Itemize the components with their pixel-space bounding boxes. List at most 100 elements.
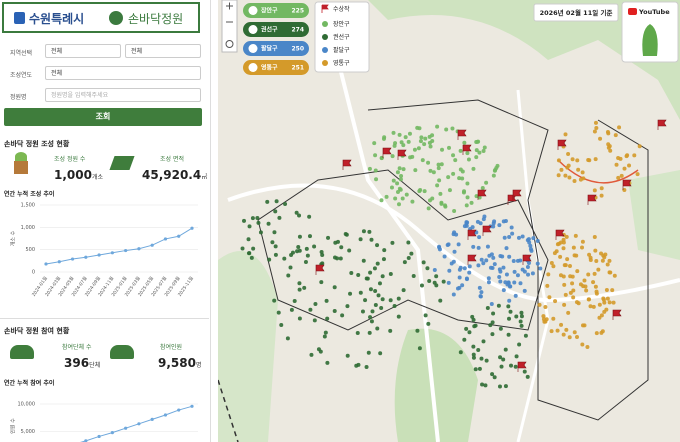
garden-dot[interactable] [498, 253, 503, 258]
garden-dot[interactable] [391, 130, 396, 135]
garden-dot[interactable] [423, 313, 428, 318]
garden-dot[interactable] [378, 351, 383, 356]
garden-dot[interactable] [372, 141, 377, 146]
garden-dot[interactable] [498, 279, 503, 284]
garden-dot[interactable] [465, 181, 470, 186]
garden-dot[interactable] [575, 334, 580, 339]
garden-dot[interactable] [273, 252, 278, 257]
garden-dot[interactable] [522, 288, 527, 293]
garden-dot[interactable] [543, 305, 548, 310]
garden-dot[interactable] [478, 221, 483, 226]
garden-dot[interactable] [462, 337, 467, 342]
garden-dot[interactable] [480, 186, 485, 191]
garden-dot[interactable] [616, 155, 621, 160]
garden-dot[interactable] [612, 273, 617, 278]
garden-dot[interactable] [335, 256, 340, 261]
name-input[interactable]: 정원명을 입력해주세요 [45, 88, 201, 102]
garden-dot[interactable] [563, 132, 568, 137]
garden-dot[interactable] [485, 305, 490, 310]
award-flag[interactable] [507, 194, 517, 205]
garden-dot[interactable] [369, 319, 374, 324]
award-flag[interactable] [555, 229, 565, 240]
garden-dot[interactable] [474, 140, 479, 145]
garden-dot[interactable] [516, 235, 521, 240]
garden-dot[interactable] [421, 260, 426, 265]
garden-dot[interactable] [617, 125, 622, 130]
garden-dot[interactable] [571, 245, 576, 250]
garden-dot[interactable] [435, 124, 440, 129]
garden-dot[interactable] [417, 346, 422, 351]
garden-dot[interactable] [354, 363, 359, 368]
garden-dot[interactable] [535, 261, 540, 266]
garden-dot[interactable] [375, 261, 380, 266]
garden-dot[interactable] [392, 304, 397, 309]
garden-dot[interactable] [490, 372, 495, 377]
garden-dot[interactable] [242, 218, 247, 223]
garden-dot[interactable] [471, 244, 476, 249]
garden-dot[interactable] [422, 142, 427, 147]
garden-dot[interactable] [368, 270, 373, 275]
garden-dot[interactable] [523, 333, 528, 338]
garden-dot[interactable] [428, 168, 433, 173]
award-flag[interactable] [382, 147, 392, 158]
garden-dot[interactable] [580, 245, 585, 250]
garden-dot[interactable] [312, 244, 317, 249]
garden-dot[interactable] [593, 157, 598, 162]
garden-dot[interactable] [594, 259, 599, 264]
garden-dot[interactable] [447, 188, 452, 193]
garden-dot[interactable] [469, 200, 474, 205]
garden-dot[interactable] [503, 347, 508, 352]
garden-dot[interactable] [578, 177, 583, 182]
garden-dot[interactable] [477, 195, 482, 200]
garden-dot[interactable] [568, 290, 573, 295]
garden-dot[interactable] [607, 270, 612, 275]
garden-dot[interactable] [549, 261, 554, 266]
garden-dot[interactable] [411, 273, 416, 278]
garden-dot[interactable] [573, 233, 578, 238]
garden-dot[interactable] [503, 384, 508, 389]
garden-dot[interactable] [570, 281, 575, 286]
garden-dot[interactable] [592, 271, 597, 276]
garden-dot[interactable] [399, 140, 404, 145]
garden-dot[interactable] [529, 248, 534, 253]
garden-dot[interactable] [558, 240, 563, 245]
garden-dot[interactable] [504, 272, 509, 277]
garden-dot[interactable] [347, 248, 352, 253]
garden-dot[interactable] [373, 168, 378, 173]
garden-dot[interactable] [567, 335, 572, 340]
garden-dot[interactable] [366, 350, 371, 355]
award-flag[interactable] [315, 264, 325, 275]
garden-dot[interactable] [356, 272, 361, 277]
garden-dot[interactable] [495, 163, 500, 168]
garden-dot[interactable] [555, 328, 560, 333]
garden-dot[interactable] [390, 240, 395, 245]
garden-dot[interactable] [499, 364, 504, 369]
garden-dot[interactable] [484, 180, 489, 185]
garden-dot[interactable] [477, 150, 482, 155]
garden-dot[interactable] [396, 202, 401, 207]
garden-dot[interactable] [401, 143, 406, 148]
garden-dot[interactable] [462, 140, 467, 145]
garden-dot[interactable] [546, 272, 551, 277]
garden-dot[interactable] [481, 339, 486, 344]
garden-dot[interactable] [511, 258, 516, 263]
garden-dot[interactable] [558, 254, 563, 259]
zoom-in[interactable] [226, 2, 233, 10]
garden-dot[interactable] [483, 383, 488, 388]
garden-dot[interactable] [490, 332, 495, 337]
garden-dot[interactable] [319, 250, 324, 255]
garden-dot[interactable] [486, 280, 491, 285]
garden-dot[interactable] [547, 295, 552, 300]
garden-dot[interactable] [593, 120, 598, 125]
garden-dot[interactable] [258, 230, 263, 235]
award-flag[interactable] [467, 254, 477, 265]
garden-dot[interactable] [507, 235, 512, 240]
garden-dot[interactable] [376, 293, 381, 298]
garden-dot[interactable] [637, 144, 642, 149]
district-select[interactable]: 전체 [125, 44, 201, 58]
garden-dot[interactable] [526, 272, 531, 277]
garden-dot[interactable] [518, 258, 523, 263]
garden-dot[interactable] [309, 352, 314, 357]
garden-dot[interactable] [614, 162, 619, 167]
garden-dot[interactable] [430, 133, 435, 138]
